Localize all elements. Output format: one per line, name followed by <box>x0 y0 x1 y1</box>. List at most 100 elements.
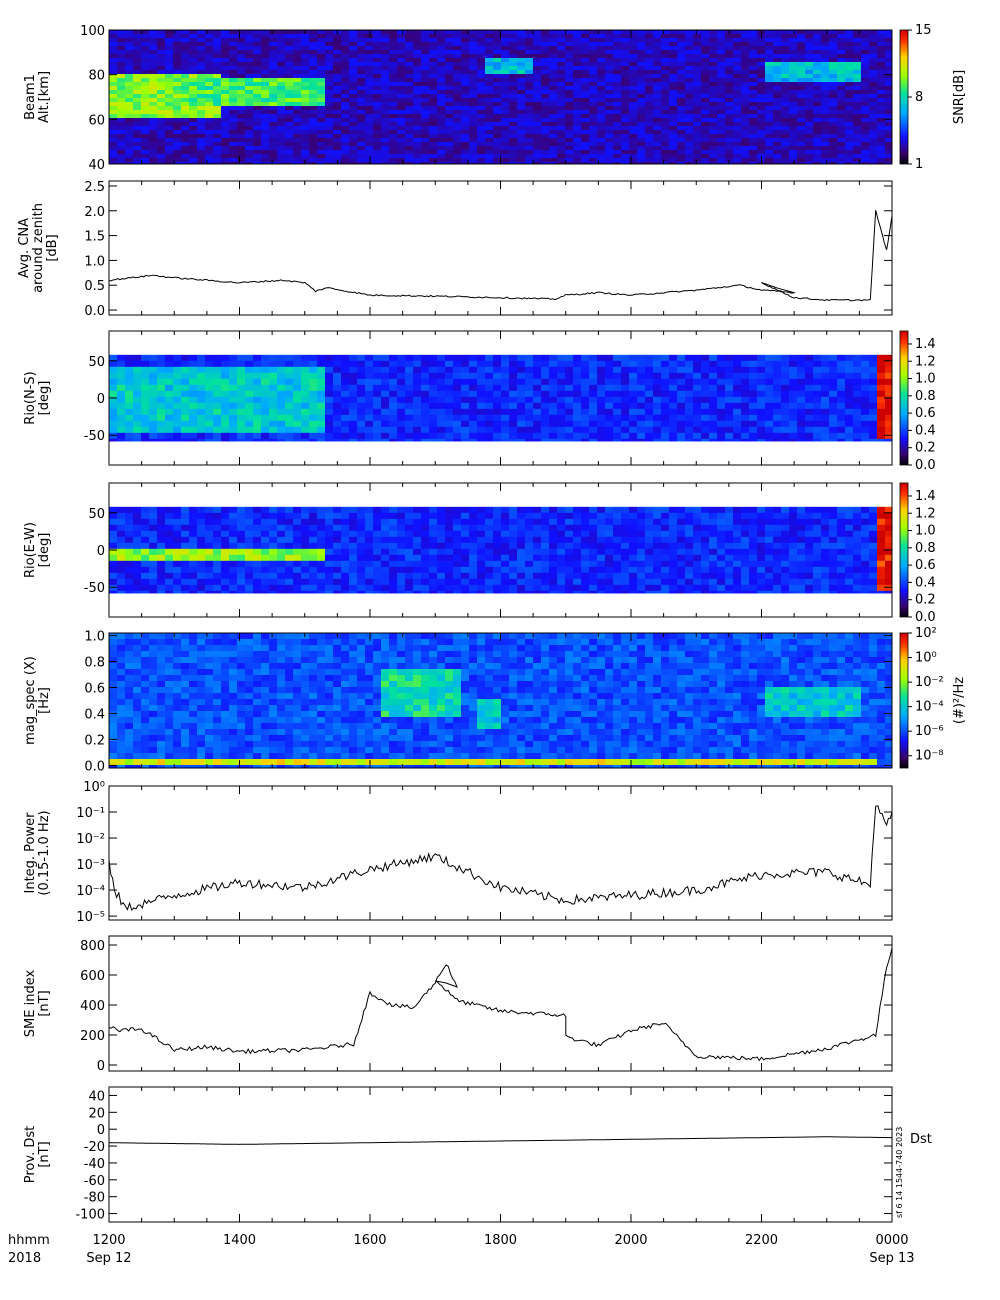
y-axis-label: [Hz] <box>37 687 52 714</box>
colorbar-tick-label: 10⁻⁶ <box>915 724 944 739</box>
x-tick-label: 1400 <box>223 1233 256 1248</box>
stamp-text: sf 6 14 1544-740 2023 <box>895 1127 904 1218</box>
y-tick-label: 200 <box>80 1029 105 1044</box>
y-axis-label: Avg. CNA <box>17 218 32 278</box>
panel-riometer-ns: 0.0 0.2 0.4 0.6 0.8 1.0 1.2 1.4 -50 0 50 Rio(N-S) [d… <box>23 330 936 473</box>
y-tick-label: 400 <box>80 999 105 1014</box>
y-tick-label: 1.0 <box>84 630 105 645</box>
frame-cna <box>108 180 893 316</box>
x-ticks-mag-spec <box>108 633 893 768</box>
y-axis-prov-dst: -100 -80 -60 -40 -20 0 20 40 <box>75 1089 892 1223</box>
y-tick-label: 0.4 <box>84 707 105 722</box>
y-tick-label: 0.0 <box>84 304 105 319</box>
panel-cna: 0.0 0.5 1.0 1.5 2.0 2.5 Avg. CNA around zenith[… <box>17 180 893 319</box>
colorbar-tick-label: 0.0 <box>915 610 936 625</box>
frame-sme-index <box>108 935 893 1072</box>
y-tick-label: 0.2 <box>84 733 105 748</box>
colorbar-mag-spec: 10⁻⁸ 10⁻⁶ 10⁻⁴ 10⁻² 10⁰ 10² (#)²/Hz <box>899 626 967 769</box>
colorbar-tick-label: 0.8 <box>915 389 936 404</box>
y-tick-label: 40 <box>88 1089 105 1104</box>
y-tick-label: 60 <box>88 113 105 128</box>
colorbar-tick-label: 0.8 <box>915 541 936 556</box>
y-tick-label: -100 <box>75 1208 105 1223</box>
x-ticks-sme-index <box>108 936 893 1071</box>
colorbar-tick-label: 0.4 <box>915 423 936 438</box>
y-axis-label: Rio(E-W) <box>23 522 38 578</box>
y-tick-label: -20 <box>84 1140 105 1155</box>
y-axis-label: Alt.[km] <box>37 71 52 123</box>
y-tick-label: 600 <box>80 969 105 984</box>
colorbar-tick-label: 0.2 <box>915 441 936 456</box>
y-axis-label: [deg] <box>37 381 52 416</box>
colorbar-tick-label: 10² <box>915 626 937 641</box>
x-tick-label: 1800 <box>484 1233 517 1248</box>
y-axis-label: Beam1 <box>23 74 38 120</box>
y-tick-label: -50 <box>84 581 105 596</box>
y-tick-label: 80 <box>88 69 105 84</box>
x-date-label: Sep 13 <box>869 1251 914 1266</box>
colorbar-scale <box>899 29 909 165</box>
y-axis-label: [dB] <box>45 234 60 261</box>
series-label-prov-dst: Dst <box>910 1132 932 1147</box>
x-date-label: Sep 12 <box>86 1251 131 1266</box>
frame-integ-power <box>108 785 893 921</box>
y-tick-label: 2.5 <box>84 180 105 195</box>
x-ticks-riometer-ns <box>108 331 893 465</box>
y-tick-label: 50 <box>88 355 105 370</box>
y-axis-label: [deg] <box>37 533 52 568</box>
panel-sme-index: 0 200 400 600 800 SME index [nT] <box>23 935 893 1074</box>
y-tick-label: -40 <box>84 1157 105 1172</box>
panel-integ-power: 10⁻⁵ 10⁻⁴ 10⁻³ 10⁻² 10⁻¹ 10⁰ Integ. Power (0.15… <box>23 780 893 925</box>
y-tick-label: 0 <box>97 392 105 407</box>
panel-beam1: 1 8 15 SNR[dB] 40 60 80 100 Beam1 Alt.[km] <box>23 23 967 173</box>
y-axis-label: [nT] <box>37 990 52 1016</box>
colorbar-tick-label: 1.4 <box>915 489 936 504</box>
y-tick-label: 0.5 <box>84 279 105 294</box>
y-tick-label: 0.6 <box>84 682 105 697</box>
y-tick-label: 10⁻³ <box>76 858 105 873</box>
y-tick-label: 100 <box>80 24 105 39</box>
panel-mag-spec: 10⁻⁸10⁻⁶10⁻⁴10⁻²10⁰10²(#)²/Hz0.00.20.40.… <box>23 626 967 774</box>
colorbar-riometer-ew: 0.0 0.2 0.4 0.6 0.8 1.0 1.2 1.4 <box>899 482 936 625</box>
y-axis-label: around zenith <box>31 203 46 293</box>
y-tick-label: 0.8 <box>84 656 105 671</box>
hhmm-caption: hhmm <box>8 1233 50 1248</box>
x-ticks-integ-power <box>108 786 893 920</box>
x-ticks-beam1 <box>108 30 893 164</box>
colorbar-tick-label: 1.0 <box>915 524 936 539</box>
colorbar-tick-label: 15 <box>915 23 932 38</box>
panel-riometer-ew: 0.0 0.2 0.4 0.6 0.8 1.0 1.2 1.4 -50 0 50 Rio(E-W) [d… <box>23 482 936 625</box>
heatmap-beam1 <box>109 30 893 165</box>
series-line-cna <box>109 210 893 302</box>
y-tick-label: 10⁰ <box>83 780 105 795</box>
y-tick-label: 0 <box>97 544 105 559</box>
y-axis-label: mag_spec (X) <box>23 656 38 745</box>
heatmap-mag-spec <box>109 633 893 769</box>
y-axis-mag-spec: 0.0 0.2 0.4 0.6 0.8 1.0 <box>84 630 892 774</box>
y-tick-label: 10⁻⁴ <box>76 884 105 899</box>
colorbar-tick-label: 1.4 <box>915 337 936 352</box>
colorbar-tick-label: 0.4 <box>915 575 936 590</box>
x-axis: 1200 1400 1600 1800 2000 2200 0000 Sep 12 Sep 13 <box>86 1233 914 1266</box>
colorbar-tick-label: 0.6 <box>915 558 936 573</box>
y-axis-beam1: 40 60 80 100 <box>80 24 892 173</box>
panel-prov-dst: Dst sf 6 14 1544-740 2023 -100 -80 -60 -40 -20… <box>23 1086 932 1223</box>
series-line-prov-dst <box>109 1136 892 1145</box>
y-tick-label: -60 <box>84 1174 105 1189</box>
y-tick-label: 50 <box>88 507 105 522</box>
colorbar-label: SNR[dB] <box>952 70 967 124</box>
panels: 1 8 15 SNR[dB] 40 60 80 100 Beam1 Alt.[km] 0.0 0.5 1… <box>17 23 967 1223</box>
heatmap-riometer-ew <box>109 506 893 594</box>
y-tick-label: 10⁻² <box>76 832 105 847</box>
x-ticks-cna <box>108 181 893 315</box>
y-axis-label: Integ. Power <box>23 812 38 894</box>
frame-prov-dst <box>108 1086 893 1223</box>
y-tick-label: 0.0 <box>84 759 105 774</box>
y-tick-label: 1.0 <box>84 254 105 269</box>
colorbar-tick-label: 1 <box>915 157 923 172</box>
colorbar-tick-label: 0.0 <box>915 458 936 473</box>
colorbar-riometer-ns: 0.0 0.2 0.4 0.6 0.8 1.0 1.2 1.4 <box>899 330 936 473</box>
colorbar-tick-label: 10⁰ <box>915 651 937 666</box>
y-axis-sme-index: 0 200 400 600 800 <box>80 939 892 1074</box>
y-tick-label: 2.0 <box>84 205 105 220</box>
